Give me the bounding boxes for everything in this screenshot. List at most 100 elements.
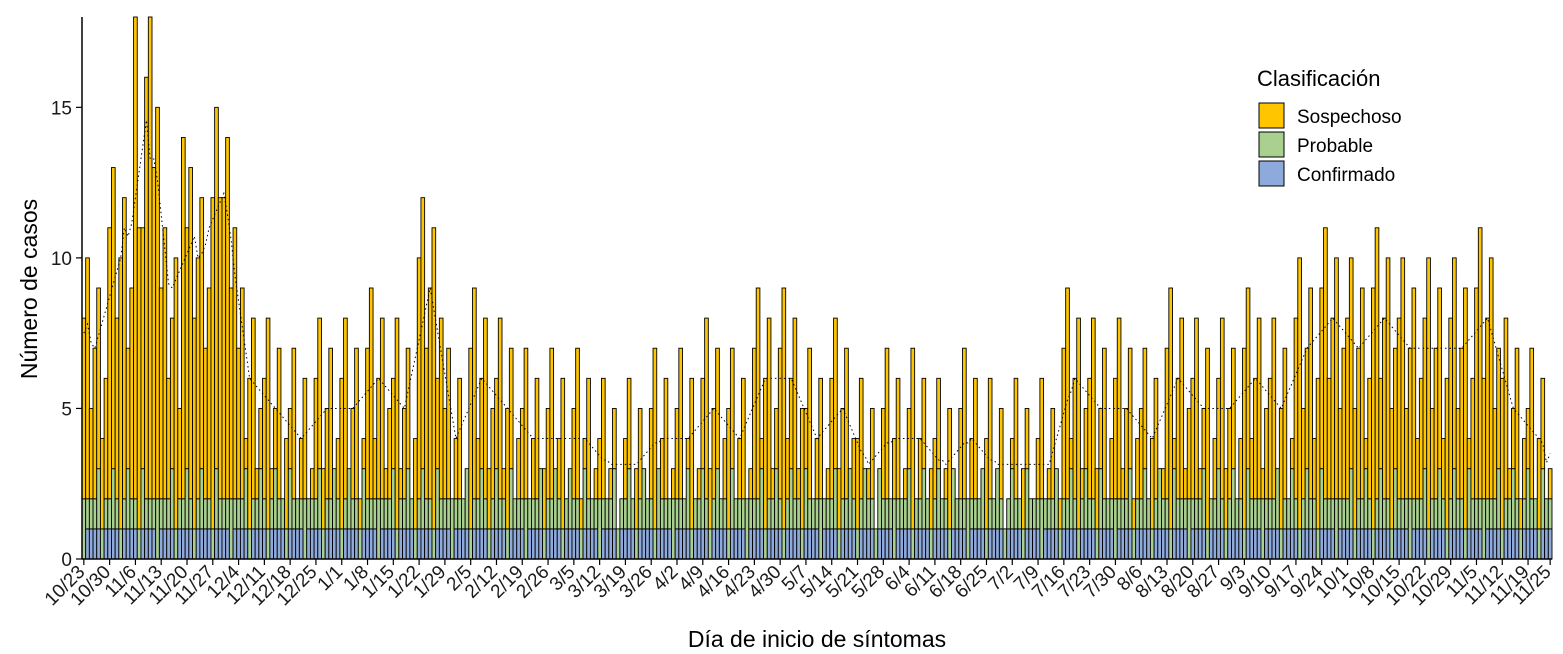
bar-probable-day-59 <box>298 498 304 530</box>
bar-confirmado-day-106 <box>472 528 477 560</box>
bar-probable-day-61 <box>306 498 311 530</box>
bar-probable-day-6 <box>103 498 109 530</box>
bar-probable-day-222 <box>899 498 905 530</box>
bar-sospechoso-day-28 <box>184 227 190 470</box>
bar-probable-day-185 <box>763 528 768 560</box>
bar-sospechoso-day-110 <box>486 468 492 530</box>
x-axis-title: Día de inicio de síntomas <box>688 626 946 652</box>
bar-sospechoso-day-393 <box>1529 347 1535 500</box>
bar-probable-day-200 <box>818 498 823 560</box>
bar-probable-day-64 <box>317 468 322 530</box>
bar-probable-day-372 <box>1452 468 1457 530</box>
bar-probable-day-265 <box>1057 528 1063 560</box>
bar-sospechoso-day-174 <box>722 438 728 500</box>
bar-sospechoso-day-355 <box>1389 407 1395 530</box>
bar-sospechoso-day-99 <box>446 347 451 500</box>
bar-probable-day-213 <box>866 498 871 530</box>
bar-sospechoso-day-317 <box>1249 438 1255 500</box>
bar-probable-day-138 <box>589 498 595 530</box>
bar-probable-day-152 <box>641 468 647 530</box>
bar-sospechoso-day-154 <box>648 407 654 500</box>
bar-confirmado-day-121 <box>527 528 532 560</box>
bar-confirmado-day-208 <box>847 528 853 560</box>
bar-confirmado-day-343 <box>1345 528 1350 560</box>
bar-probable-day-281 <box>1116 498 1122 530</box>
bar-probable-day-194 <box>796 498 801 530</box>
bar-probable-day-100 <box>449 498 455 560</box>
bar-probable-day-323 <box>1271 498 1277 530</box>
bar-sospechoso-day-330 <box>1297 257 1302 530</box>
bar-sospechoso-day-395 <box>1536 438 1542 530</box>
bar-confirmado-day-328 <box>1289 528 1295 560</box>
bar-probable-day-28 <box>184 468 190 530</box>
bar-probable-day-70 <box>339 528 345 560</box>
bar-confirmado-day-2 <box>88 528 94 560</box>
bar-sospechoso-day-267 <box>1065 287 1070 500</box>
bar-probable-day-287 <box>1138 498 1144 530</box>
bar-probable-day-204 <box>833 468 838 530</box>
bar-probable-day-229 <box>925 498 930 530</box>
bar-sospechoso-day-203 <box>829 377 835 500</box>
bar-sospechoso-day-200 <box>818 377 823 500</box>
bar-sospechoso-day-274 <box>1091 317 1096 500</box>
bar-confirmado-day-141 <box>601 528 606 560</box>
bar-probable-day-110 <box>486 528 492 560</box>
bar-probable-day-162 <box>678 498 683 530</box>
bar-probable-day-95 <box>431 528 437 560</box>
bar-sospechoso-day-350 <box>1371 287 1376 530</box>
bar-confirmado-day-37 <box>217 528 223 560</box>
bar-confirmado-day-193 <box>792 528 798 560</box>
bar-probable-day-31 <box>195 498 201 530</box>
bar-confirmado-day-313 <box>1234 528 1240 560</box>
bar-probable-day-32 <box>199 468 205 530</box>
bar-sospechoso-day-148 <box>626 377 632 470</box>
bar-probable-day-237 <box>954 498 960 530</box>
bar-probable-day-3 <box>92 498 98 530</box>
bar-probable-day-168 <box>700 468 706 530</box>
bar-confirmado-day-151 <box>637 528 643 560</box>
bar-sospechoso-day-209 <box>851 438 857 500</box>
bar-sospechoso-day-30 <box>192 317 197 530</box>
bar-probable-day-341 <box>1337 498 1343 530</box>
bar-confirmado-day-158 <box>663 528 669 560</box>
bar-probable-day-315 <box>1242 528 1247 560</box>
bar-sospechoso-day-34 <box>206 287 212 500</box>
bar-confirmado-day-56 <box>287 528 293 560</box>
bar-sospechoso-day-340 <box>1334 257 1339 500</box>
bar-probable-day-383 <box>1492 498 1498 530</box>
legend-swatch-sospechoso <box>1258 102 1285 129</box>
legend-swatch-confirmado <box>1258 160 1285 187</box>
bar-probable-day-139 <box>593 498 599 530</box>
bar-sospechoso-day-70 <box>339 377 345 530</box>
bar-confirmado-day-24 <box>169 528 175 560</box>
bar-probable-day-45 <box>247 528 252 560</box>
bar-probable-day-306 <box>1208 498 1214 530</box>
bar-probable-day-261 <box>1043 498 1048 530</box>
bar-probable-day-216 <box>877 468 882 530</box>
bar-probable-day-385 <box>1499 528 1505 560</box>
bar-sospechoso-day-283 <box>1124 407 1129 500</box>
bar-probable-day-214 <box>869 498 875 530</box>
bar-confirmado-day-323 <box>1271 528 1277 560</box>
bar-probable-day-158 <box>663 498 669 530</box>
bar-probable-day-248 <box>995 468 1000 530</box>
bar-probable-day-180 <box>744 498 750 560</box>
bar-probable-day-15 <box>136 528 142 560</box>
bar-probable-day-111 <box>490 498 496 530</box>
bar-probable-day-291 <box>1153 498 1159 530</box>
bar-sospechoso-day-369 <box>1441 438 1446 500</box>
bar-confirmado-day-166 <box>693 528 698 560</box>
bar-sospechoso-day-276 <box>1098 407 1103 470</box>
bar-confirmado-day-296 <box>1172 528 1177 560</box>
bar-sospechoso-day-188 <box>774 407 779 470</box>
bar-sospechoso-day-238 <box>958 407 963 500</box>
bar-confirmado-day-12 <box>125 528 131 560</box>
bar-confirmado-day-68 <box>332 528 337 560</box>
bar-probable-day-18 <box>147 498 153 530</box>
bar-probable-day-127 <box>549 498 555 530</box>
bar-confirmado-day-176 <box>729 528 735 560</box>
bar-probable-day-36 <box>214 468 219 530</box>
bar-probable-day-378 <box>1474 498 1479 530</box>
bar-confirmado-day-123 <box>534 528 540 560</box>
bar-confirmado-day-134 <box>575 528 580 560</box>
